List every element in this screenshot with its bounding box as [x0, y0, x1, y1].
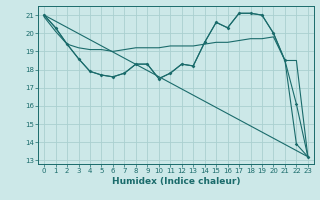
X-axis label: Humidex (Indice chaleur): Humidex (Indice chaleur) — [112, 177, 240, 186]
